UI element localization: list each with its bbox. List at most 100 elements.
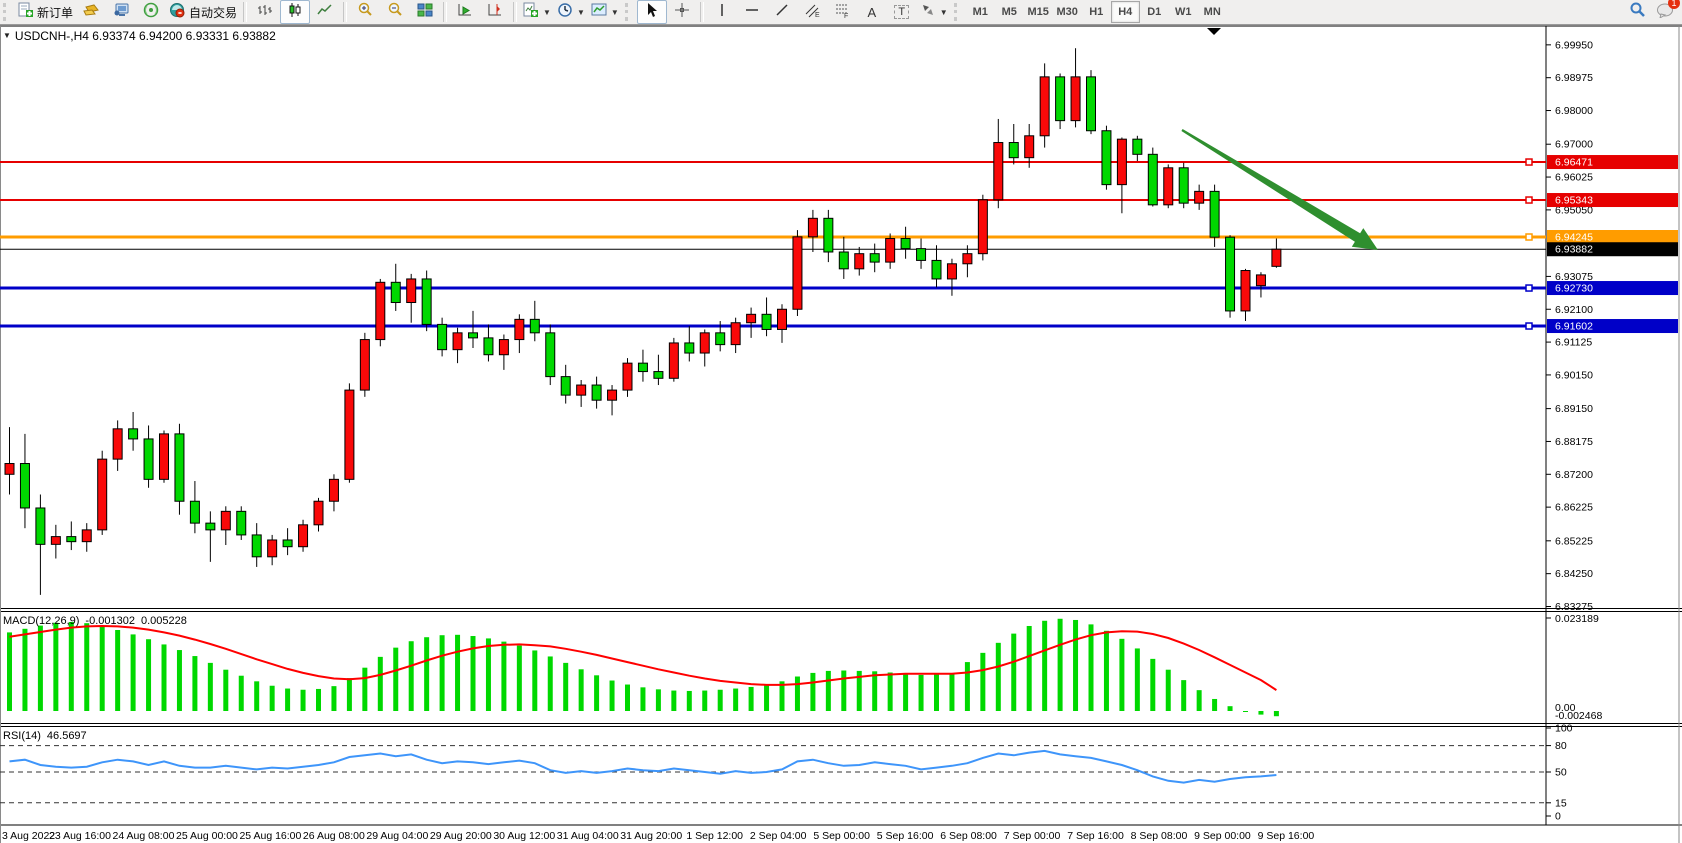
- svg-text:6.93075: 6.93075: [1555, 271, 1593, 283]
- line-chart-button[interactable]: [310, 0, 340, 24]
- new-order-button[interactable]: 新订单: [15, 0, 76, 24]
- macd-signal-value: 0.005228: [140, 615, 187, 627]
- price-axis[interactable]: 6.99950 6.98975 6.98000 6.97000 6.96025 6.950…: [1546, 39, 1593, 613]
- periods-clock-icon: [557, 2, 573, 23]
- periods-button[interactable]: ▼: [554, 0, 588, 24]
- chart-canvas[interactable]: 6.99950 6.98975 6.98000 6.97000 6.96025 6.950…: [0, 25, 1682, 843]
- timeframe-d1[interactable]: D1: [1147, 6, 1162, 18]
- svg-text:8 Sep 08:00: 8 Sep 08:00: [1131, 830, 1188, 842]
- dropdown-caret-icon: ▼: [543, 7, 551, 17]
- svg-text:9 Sep 16:00: 9 Sep 16:00: [1258, 830, 1315, 842]
- cursor-button[interactable]: [636, 0, 667, 24]
- candlestick-chart-icon: [287, 2, 303, 23]
- svg-text:6.83275: 6.83275: [1555, 601, 1593, 613]
- timeframe-h1[interactable]: H1: [1089, 6, 1104, 18]
- auto-scroll-icon: [457, 2, 473, 23]
- auto-scroll-button[interactable]: [450, 0, 480, 24]
- svg-text:6.92100: 6.92100: [1555, 304, 1593, 316]
- zoom-out-button[interactable]: [380, 0, 410, 24]
- fibonacci-button[interactable]: F: [827, 0, 857, 24]
- equidistant-channel-icon: E: [804, 2, 820, 23]
- rsi-panel: 100 80 50 15 0: [0, 723, 1573, 823]
- macd-indicator-label: MACD(12,26,9) -0.001302 0.005228: [3, 615, 187, 627]
- timeframe-m15[interactable]: M15: [1027, 6, 1049, 18]
- timeframe-h4[interactable]: H4: [1110, 1, 1140, 23]
- signal-button[interactable]: [136, 0, 166, 24]
- svg-text:6.85225: 6.85225: [1555, 535, 1593, 547]
- svg-text:6.89150: 6.89150: [1555, 403, 1593, 415]
- svg-text:3 Aug 2022: 3 Aug 2022: [2, 830, 55, 842]
- svg-text:6.84250: 6.84250: [1555, 568, 1593, 580]
- svg-text:7 Sep 16:00: 7 Sep 16:00: [1067, 830, 1124, 842]
- templates-button[interactable]: ▼: [588, 0, 622, 24]
- zoom-in-icon: [357, 2, 373, 23]
- main-toolbar: 新订单 自动交易: [0, 0, 1682, 25]
- candlestick-chart-button[interactable]: [280, 0, 311, 24]
- timeframe-w1[interactable]: W1: [1174, 6, 1192, 18]
- toolbar-grip[interactable]: [953, 3, 962, 21]
- equidistant-channel-button[interactable]: E: [797, 0, 827, 24]
- indicators-button[interactable]: ▼: [520, 0, 554, 24]
- svg-text:6.96025: 6.96025: [1555, 172, 1593, 184]
- hline-6.92730[interactable]: 6.92730: [0, 281, 1678, 296]
- crosshair-icon: [674, 2, 690, 23]
- object-anchor-triangle-icon[interactable]: [1207, 28, 1221, 35]
- zoom-in-button[interactable]: [350, 0, 380, 24]
- new-order-icon: [18, 2, 34, 23]
- svg-text:6.93882: 6.93882: [1555, 244, 1593, 256]
- hline-6.95343[interactable]: 6.95343: [0, 193, 1678, 208]
- timeframe-m1[interactable]: M1: [972, 6, 988, 18]
- text-label-icon: T: [894, 5, 910, 19]
- svg-text:6 Sep 08:00: 6 Sep 08:00: [940, 830, 997, 842]
- timeframe-m5[interactable]: M5: [1001, 6, 1017, 18]
- svg-text:9 Sep 00:00: 9 Sep 00:00: [1194, 830, 1251, 842]
- svg-text:6.92730: 6.92730: [1555, 283, 1593, 295]
- toolbar-separator: [243, 2, 248, 22]
- chart-plot-area[interactable]: 6.99950 6.98975 6.98000 6.97000 6.96025 6.950…: [0, 25, 1682, 843]
- tile-windows-icon: [417, 2, 433, 23]
- trend-arrow-annotation[interactable]: [1181, 129, 1378, 250]
- chart-shift-button[interactable]: [480, 0, 510, 24]
- search-icon[interactable]: [1629, 1, 1646, 23]
- toolbar-separator: [343, 2, 348, 22]
- timeframe-mn[interactable]: MN: [1203, 6, 1221, 18]
- svg-text:23 Aug 16:00: 23 Aug 16:00: [49, 830, 111, 842]
- svg-text:6.97000: 6.97000: [1555, 139, 1593, 151]
- vertical-line-button[interactable]: [707, 0, 737, 24]
- hline-6.94245[interactable]: 6.94245: [0, 230, 1678, 245]
- svg-text:24 Aug 08:00: 24 Aug 08:00: [113, 830, 175, 842]
- svg-text:6.87200: 6.87200: [1555, 469, 1593, 481]
- svg-text:31 Aug 20:00: 31 Aug 20:00: [620, 830, 682, 842]
- gold-icon: [82, 2, 100, 23]
- autotrading-button[interactable]: 自动交易: [166, 0, 240, 24]
- new-order-label: 新订单: [37, 5, 74, 20]
- svg-text:6.96471: 6.96471: [1555, 157, 1593, 169]
- tile-windows-button[interactable]: [410, 0, 440, 24]
- svg-text:29 Aug 20:00: 29 Aug 20:00: [430, 830, 492, 842]
- expert-advisor-icon: [113, 2, 130, 23]
- rsi-indicator-label: RSI(14) 46.5697: [3, 730, 87, 742]
- trendline-button[interactable]: [767, 0, 797, 24]
- expert-advisor-button[interactable]: [106, 0, 136, 24]
- bar-chart-button[interactable]: [250, 0, 280, 24]
- bar-chart-icon: [257, 2, 273, 23]
- toolbar-grip[interactable]: [3, 3, 11, 21]
- notifications-button[interactable]: 1: [1656, 0, 1680, 23]
- text-button[interactable]: A: [857, 0, 887, 24]
- svg-text:26 Aug 08:00: 26 Aug 08:00: [303, 830, 365, 842]
- timeframe-m30[interactable]: M30: [1056, 6, 1078, 18]
- horizontal-line-button[interactable]: [737, 0, 767, 24]
- market-watch-button[interactable]: [76, 0, 106, 24]
- panel-borders: [0, 25, 1682, 843]
- toolbar-grip[interactable]: [624, 3, 633, 21]
- chart-title: ▼ USDCNH-,H4 6.93374 6.94200 6.93331 6.93…: [3, 29, 276, 43]
- hline-6.91602[interactable]: 6.91602: [0, 319, 1678, 334]
- arrows-button[interactable]: ▼: [917, 0, 951, 24]
- hline-6.96471[interactable]: 6.96471: [0, 155, 1678, 170]
- toolbar-separator: [513, 2, 518, 22]
- text-label-button[interactable]: T: [887, 0, 917, 24]
- collapse-triangle-icon[interactable]: ▼: [3, 31, 11, 40]
- crosshair-button[interactable]: [667, 0, 697, 24]
- chart-title-text: USDCNH-,H4 6.93374 6.94200 6.93331 6.938…: [14, 29, 276, 43]
